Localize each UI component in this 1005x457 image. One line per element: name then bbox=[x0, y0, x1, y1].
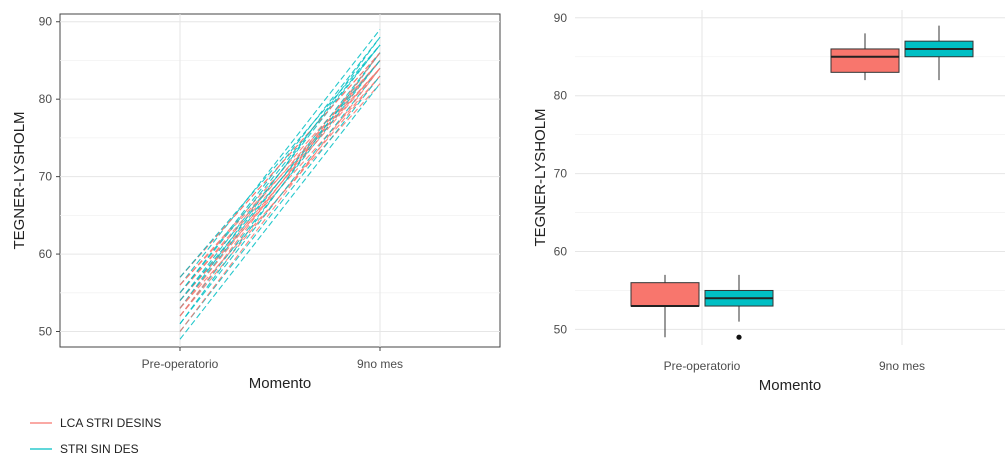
y-tick-label: 80 bbox=[554, 89, 568, 103]
series-line bbox=[179, 60, 381, 294]
x-tick-label: Pre-operatorio bbox=[142, 357, 219, 371]
series-line bbox=[179, 29, 381, 286]
series-line bbox=[179, 60, 381, 286]
x-axis-title: Momento bbox=[249, 375, 312, 392]
series-line bbox=[179, 44, 381, 278]
series-line bbox=[179, 83, 381, 309]
series-line bbox=[179, 67, 381, 325]
series-line bbox=[179, 52, 381, 317]
y-tick-label: 70 bbox=[39, 170, 53, 184]
y-tick-label: 50 bbox=[39, 325, 53, 339]
legend: LCA STRI DESINS STRI SIN DES bbox=[30, 416, 161, 456]
y-tick-label: 90 bbox=[39, 15, 53, 29]
series-line bbox=[179, 52, 381, 325]
left-chart-panel: 50 60 70 80 90 Pre-operatorio 9no mes Momento TE… bbox=[11, 13, 501, 392]
series-line bbox=[179, 83, 381, 340]
box-plot bbox=[830, 33, 900, 81]
series-line bbox=[179, 52, 381, 278]
series-lines bbox=[179, 29, 381, 340]
y-tick-label: 80 bbox=[39, 92, 53, 106]
box-plot bbox=[630, 274, 700, 338]
y-tick-label: 70 bbox=[554, 167, 568, 181]
x-tick-label: 9no mes bbox=[879, 359, 925, 373]
series-line bbox=[179, 44, 381, 301]
series-line bbox=[179, 67, 381, 332]
x-tick-label: 9no mes bbox=[357, 357, 403, 371]
legend-label: STRI SIN DES bbox=[60, 442, 139, 456]
y-axis-title: TEGNER-LYSHOLM bbox=[532, 108, 549, 246]
y-tick-label: 90 bbox=[554, 11, 568, 25]
series-line bbox=[179, 44, 381, 294]
series-line bbox=[179, 60, 381, 317]
series-line bbox=[179, 60, 381, 309]
x-tick-label: Pre-operatorio bbox=[664, 359, 741, 373]
y-tick-label: 60 bbox=[554, 245, 568, 259]
y-axis-title: TEGNER-LYSHOLM bbox=[11, 111, 28, 249]
series-line bbox=[179, 75, 381, 332]
x-axis-title: Momento bbox=[759, 377, 822, 394]
right-chart-panel: 50 60 70 80 90 Pre-operatorio 9no mes Momento TE… bbox=[532, 10, 1005, 394]
outlier-point bbox=[736, 334, 742, 340]
series-line bbox=[179, 60, 381, 301]
series-line bbox=[179, 36, 381, 309]
box bbox=[630, 282, 700, 307]
box bbox=[830, 48, 900, 73]
box-plot bbox=[904, 25, 974, 81]
box-plot bbox=[704, 274, 774, 340]
y-tick-label: 60 bbox=[39, 247, 53, 261]
series-line bbox=[179, 67, 381, 294]
legend-label: LCA STRI DESINS bbox=[60, 416, 161, 430]
y-tick-label: 50 bbox=[554, 322, 568, 336]
series-line bbox=[179, 36, 381, 294]
